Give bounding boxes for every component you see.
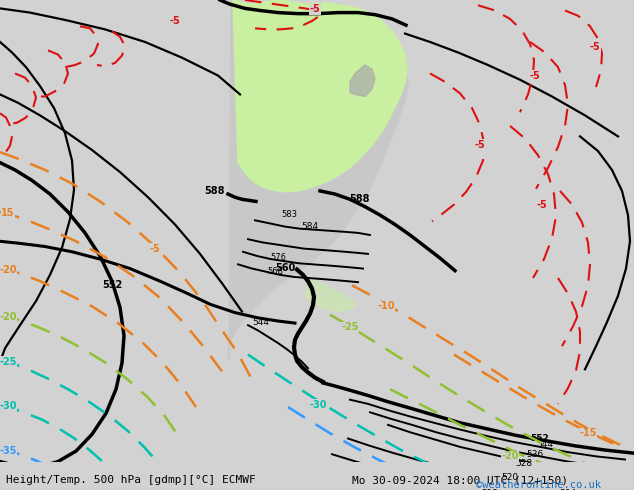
Polygon shape bbox=[305, 278, 356, 312]
Text: -20: -20 bbox=[501, 451, 519, 461]
Text: 560: 560 bbox=[276, 263, 296, 272]
Text: 588: 588 bbox=[350, 195, 370, 204]
Text: -5: -5 bbox=[475, 140, 486, 150]
Text: 588: 588 bbox=[205, 186, 225, 196]
Text: 568: 568 bbox=[267, 267, 283, 276]
Text: 552: 552 bbox=[102, 280, 122, 291]
Text: 576: 576 bbox=[270, 253, 286, 262]
Text: -5: -5 bbox=[309, 4, 320, 14]
Text: -25: -25 bbox=[341, 322, 359, 332]
Text: -5: -5 bbox=[536, 199, 547, 210]
Text: 584: 584 bbox=[301, 221, 318, 231]
Text: -30: -30 bbox=[0, 401, 16, 411]
Text: 15: 15 bbox=[1, 208, 15, 218]
Text: 520: 520 bbox=[501, 473, 519, 483]
Text: Mo 30-09-2024 18:00 UTC (12+150): Mo 30-09-2024 18:00 UTC (12+150) bbox=[352, 475, 568, 485]
Text: -20: -20 bbox=[0, 265, 16, 274]
Text: 583: 583 bbox=[281, 210, 297, 219]
Text: Height/Temp. 500 hPa [gdmp][°C] ECMWF: Height/Temp. 500 hPa [gdmp][°C] ECMWF bbox=[6, 475, 256, 485]
Text: ©weatheronline.co.uk: ©weatheronline.co.uk bbox=[476, 480, 600, 490]
Text: 528: 528 bbox=[515, 459, 533, 468]
Text: -5: -5 bbox=[170, 16, 181, 26]
Text: 552: 552 bbox=[531, 434, 550, 442]
Text: -15: -15 bbox=[579, 428, 597, 438]
Text: -5: -5 bbox=[590, 42, 600, 52]
Text: 512: 512 bbox=[481, 489, 498, 490]
Text: -5: -5 bbox=[150, 244, 160, 254]
Text: -10: -10 bbox=[377, 301, 395, 311]
Text: 544: 544 bbox=[536, 440, 553, 449]
Polygon shape bbox=[228, 0, 408, 359]
Text: -20: -20 bbox=[0, 312, 16, 322]
Polygon shape bbox=[350, 65, 375, 97]
Polygon shape bbox=[233, 0, 407, 192]
Text: 504: 504 bbox=[559, 489, 576, 490]
Text: -35: -35 bbox=[0, 446, 16, 456]
Text: 544: 544 bbox=[252, 318, 269, 327]
Text: 536: 536 bbox=[526, 450, 543, 460]
Text: -5: -5 bbox=[529, 71, 540, 80]
Text: -25: -25 bbox=[0, 357, 16, 367]
Text: -30: -30 bbox=[309, 400, 327, 410]
